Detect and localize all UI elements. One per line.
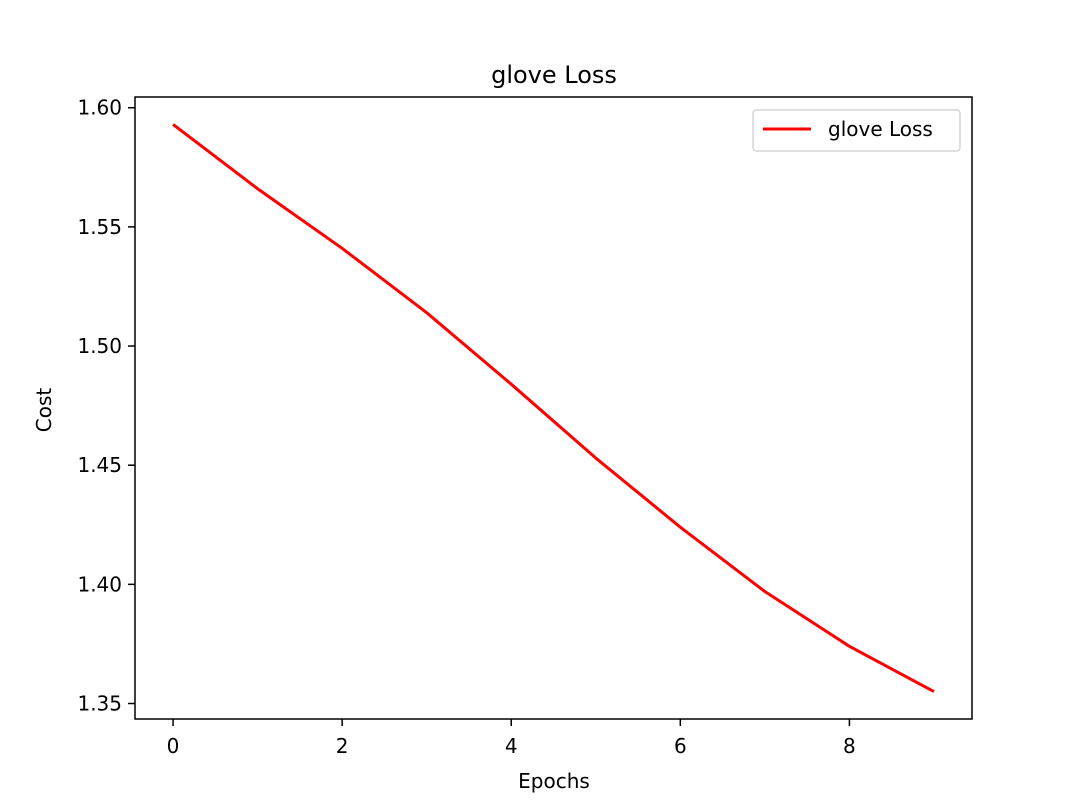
x-tick-label: 6 xyxy=(674,734,687,758)
y-tick-label: 1.35 xyxy=(77,692,122,716)
y-tick-label: 1.55 xyxy=(77,215,122,239)
y-tick-label: 1.50 xyxy=(77,334,122,358)
legend-box xyxy=(752,109,961,152)
plot-frame xyxy=(134,96,973,720)
x-tick-label: 8 xyxy=(843,734,856,758)
series-layer xyxy=(172,123,935,693)
x-tick-label: 4 xyxy=(505,734,518,758)
x-tick-label: 0 xyxy=(167,734,180,758)
y-tick-label: 1.40 xyxy=(77,572,122,596)
series-line-glove-loss xyxy=(172,123,935,693)
y-axis-label: Cost xyxy=(32,388,56,433)
x-axis: 0 2 4 6 8 xyxy=(167,719,856,758)
y-axis: 1.35 1.40 1.45 1.50 1.55 1.60 xyxy=(77,96,135,716)
legend-label: glove Loss xyxy=(828,117,933,141)
x-axis-label: Epochs xyxy=(518,769,590,793)
chart-title: glove Loss xyxy=(491,61,617,89)
y-tick-label: 1.45 xyxy=(77,453,122,477)
x-tick-label: 2 xyxy=(336,734,349,758)
y-tick-label: 1.60 xyxy=(77,96,122,120)
legend: glove Loss xyxy=(752,109,961,152)
plot-area xyxy=(134,96,973,720)
